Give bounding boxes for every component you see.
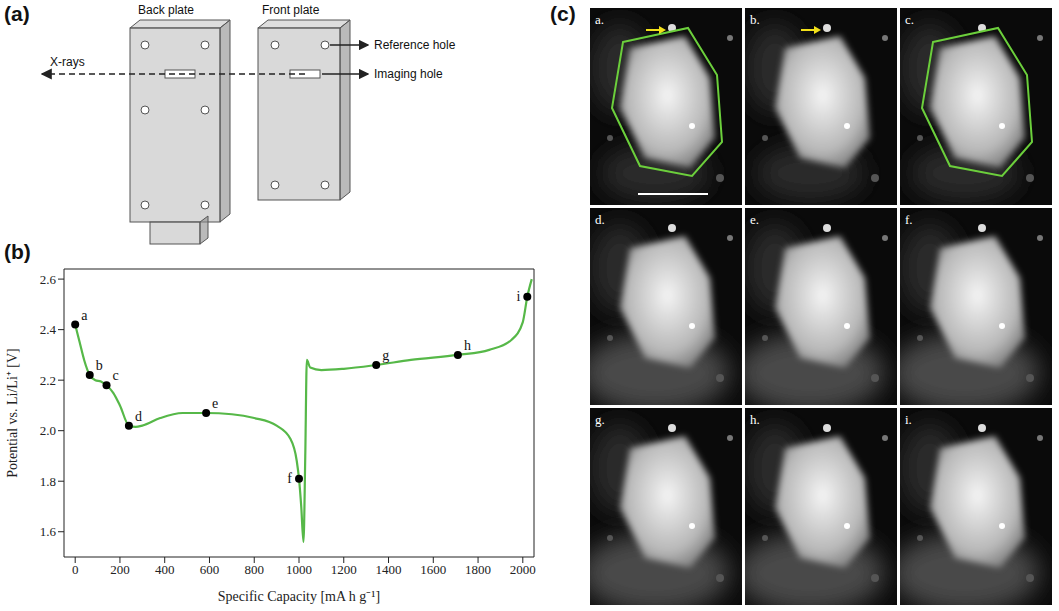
svg-text:e.: e. [750, 212, 759, 227]
svg-text:800: 800 [244, 562, 264, 577]
svg-text:a.: a. [595, 12, 604, 27]
html-text:(a): (a) [4, 2, 30, 25]
svg-text:Front plate: Front plate [262, 3, 320, 17]
svg-text:1600: 1600 [420, 562, 446, 577]
svg-text:g.: g. [595, 412, 605, 427]
svg-text:Potential vs. Li/Li⁺ [V]: Potential vs. Li/Li⁺ [V] [5, 348, 20, 477]
svg-text:g: g [382, 348, 389, 363]
svg-text:c: c [113, 368, 119, 383]
svg-text:Back plate: Back plate [138, 3, 194, 17]
svg-text:X-rays: X-rays [50, 55, 85, 69]
svg-text:d: d [135, 409, 142, 424]
svg-text:c.: c. [905, 12, 914, 27]
svg-text:h: h [464, 338, 471, 353]
svg-text:1.8: 1.8 [40, 474, 56, 489]
svg-text:f: f [287, 471, 292, 486]
svg-text:1400: 1400 [376, 562, 402, 577]
svg-text:h.: h. [750, 412, 760, 427]
svg-text:i: i [516, 289, 520, 304]
svg-text:600: 600 [200, 562, 220, 577]
svg-text:i.: i. [905, 412, 912, 427]
svg-text:2.0: 2.0 [40, 423, 56, 438]
svg-text:2.2: 2.2 [40, 373, 56, 388]
svg-text:0: 0 [72, 562, 79, 577]
svg-text:a: a [81, 308, 88, 323]
svg-text:Reference hole: Reference hole [374, 38, 456, 52]
svg-text:1000: 1000 [286, 562, 312, 577]
svg-text:f.: f. [905, 212, 913, 227]
svg-text:400: 400 [155, 562, 175, 577]
svg-text:2.4: 2.4 [40, 322, 57, 337]
html-text:(c): (c) [550, 2, 576, 25]
svg-text:Imaging hole: Imaging hole [374, 67, 443, 81]
svg-text:d.: d. [595, 212, 605, 227]
svg-text:200: 200 [110, 562, 130, 577]
svg-text:2.6: 2.6 [40, 272, 57, 287]
svg-text:Specific Capacity [mA h g⁻¹]: Specific Capacity [mA h g⁻¹] [218, 589, 380, 604]
svg-text:2000: 2000 [510, 562, 536, 577]
svg-text:1200: 1200 [331, 562, 357, 577]
svg-text:1.6: 1.6 [40, 524, 57, 539]
html-text:(b): (b) [4, 240, 31, 263]
svg-text:1800: 1800 [465, 562, 491, 577]
svg-text:b.: b. [750, 12, 760, 27]
svg-text:b: b [96, 358, 103, 373]
svg-text:e: e [212, 396, 218, 411]
